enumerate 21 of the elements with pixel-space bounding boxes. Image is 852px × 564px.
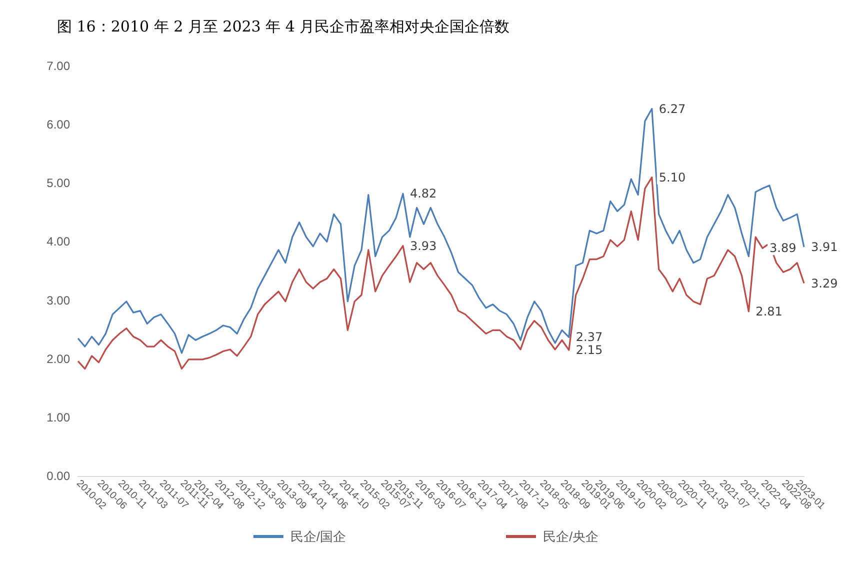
data-label: 4.82 bbox=[410, 186, 437, 201]
data-label: 2.37 bbox=[576, 330, 603, 344]
y-tick-label: 3.00 bbox=[46, 293, 70, 308]
y-tick-label: 0.00 bbox=[46, 469, 70, 483]
legend-label: 民企/国企 bbox=[290, 529, 346, 544]
data-label: 3.29 bbox=[811, 276, 838, 290]
data-label: 3.89 bbox=[770, 241, 796, 256]
data-label: 6.27 bbox=[658, 102, 686, 116]
y-tick-label: 7.00 bbox=[46, 59, 70, 73]
data-label: 5.10 bbox=[658, 170, 686, 184]
y-tick-label: 5.00 bbox=[46, 176, 70, 190]
y-tick-label: 1.00 bbox=[46, 410, 70, 424]
data-label: 2.81 bbox=[756, 304, 782, 318]
y-tick-label: 2.00 bbox=[46, 352, 70, 366]
y-tick-label: 4.00 bbox=[46, 234, 70, 249]
y-tick-label: 6.00 bbox=[46, 118, 70, 132]
chart-title: 图 16：2010 年 2 月至 2023 年 4 月民企市盈率相对央企国企倍数 bbox=[57, 18, 510, 36]
data-label: 3.91 bbox=[811, 240, 838, 254]
legend-label: 民企/央企 bbox=[543, 529, 599, 544]
data-label: 2.15 bbox=[576, 343, 603, 358]
data-label: 3.93 bbox=[410, 238, 437, 253]
